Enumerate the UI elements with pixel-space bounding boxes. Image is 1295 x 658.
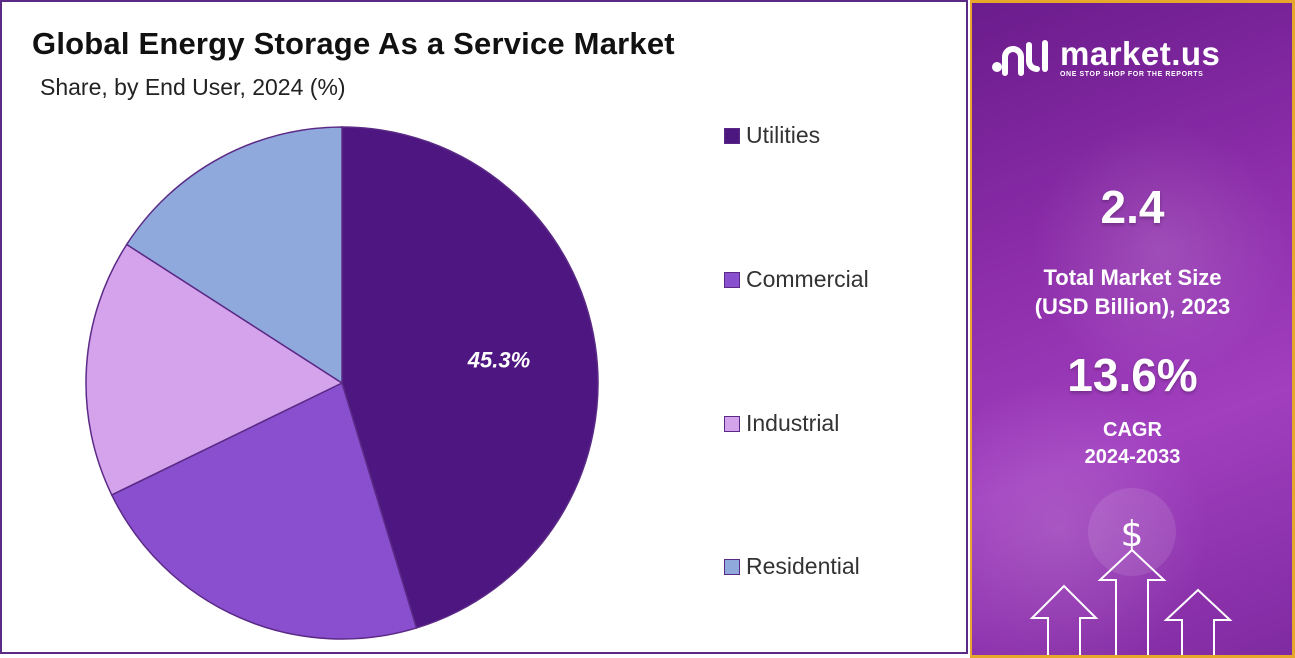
chart-panel: Global Energy Storage As a Service Marke… <box>0 0 968 654</box>
pie-slice-utilities <box>341 126 599 629</box>
legend-item-residential: Residential <box>724 553 860 580</box>
market-size-value: 2.4 <box>1100 181 1165 233</box>
legend-item-industrial: Industrial <box>724 410 839 437</box>
brand-logo: market.us ONE STOP SHOP FOR THE REPORTS <box>990 35 1221 78</box>
brand-tagline: ONE STOP SHOP FOR THE REPORTS <box>1060 71 1204 78</box>
pie-slice-residential <box>125 126 343 385</box>
cagr-value: 13.6% <box>1067 349 1198 401</box>
chart-subtitle: Share, by End User, 2024 (%) <box>40 74 346 100</box>
legend-label: Utilities <box>746 122 821 148</box>
growth-arrows-illustration: $ <box>1029 488 1233 658</box>
up-arrow-icons <box>1029 548 1233 658</box>
pie-chart: 45.3% <box>85 126 599 640</box>
market-size-label-line1: Total Market Size <box>1043 265 1222 290</box>
legend-item-utilities: Utilities <box>724 122 820 149</box>
legend-swatch <box>724 415 740 432</box>
legend-label: Residential <box>746 553 860 579</box>
brand-name: market.us <box>1060 35 1221 72</box>
legend-swatch <box>724 271 740 288</box>
market-us-logo-icon <box>992 40 1048 76</box>
legend-swatch <box>724 127 740 144</box>
coin-circle <box>1088 488 1176 576</box>
background-glow <box>1030 120 1290 380</box>
dollar-icon: $ <box>1121 514 1144 555</box>
chart-title: Global Energy Storage As a Service Marke… <box>32 26 675 61</box>
legend-label: Commercial <box>746 266 869 292</box>
pie-slice-industrial <box>85 243 344 496</box>
legend-item-commercial: Commercial <box>724 266 869 293</box>
legend-label: Industrial <box>746 410 840 436</box>
data-label-utilities: 45.3% <box>467 348 530 373</box>
market-size-label-line2: (USD Billion), 2023 <box>1034 294 1231 319</box>
pie-slice-commercial <box>110 381 418 640</box>
cagr-label: CAGR <box>1103 419 1162 441</box>
summary-panel: market.us ONE STOP SHOP FOR THE REPORTS … <box>970 0 1295 658</box>
legend-swatch <box>724 558 740 575</box>
cagr-period: 2024-2033 <box>1084 446 1181 468</box>
